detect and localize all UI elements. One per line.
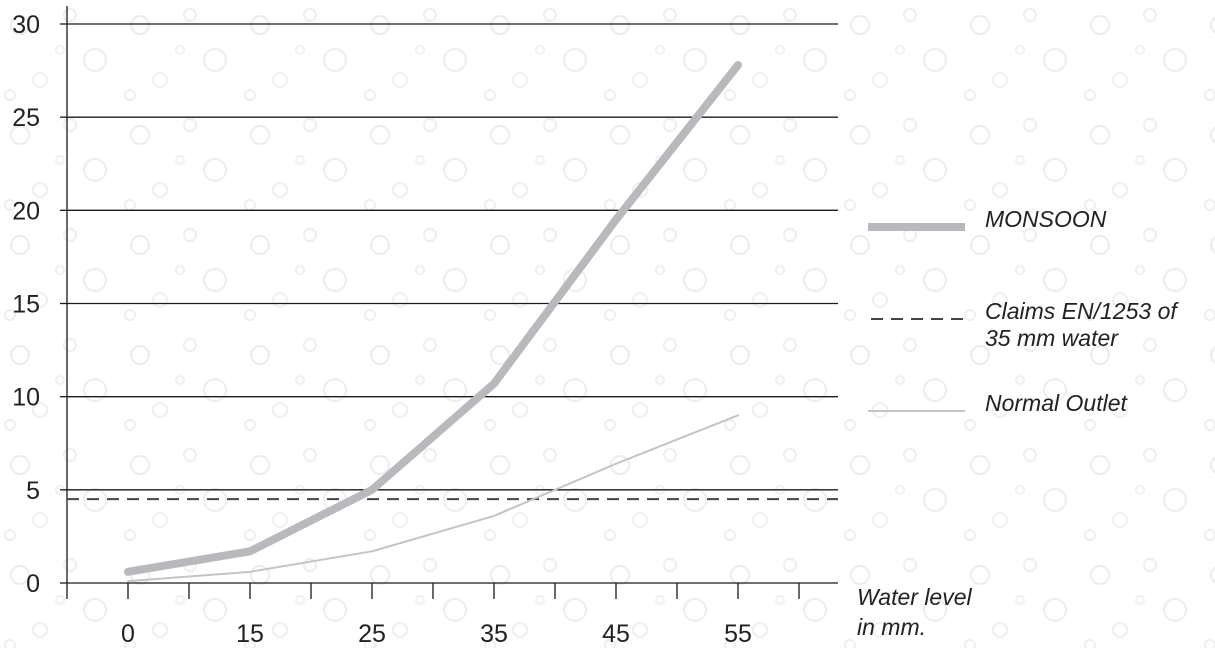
x-tick-label-55: 55: [724, 620, 752, 648]
y-tick-label-25: 25: [12, 104, 40, 132]
legend-label-reference-line2: 35 mm water: [985, 325, 1119, 351]
y-tick-label-15: 15: [12, 291, 40, 319]
tick-labels: 0 5 10 15 20 25 30 0 15 25 35 45 55: [12, 11, 752, 648]
y-tick-label-5: 5: [26, 477, 40, 505]
x-axis-label-line1: Water level: [857, 584, 973, 610]
x-tick-label-45: 45: [602, 620, 630, 648]
x-tick-label-35: 35: [480, 620, 508, 648]
x-tick-label-25: 25: [358, 620, 386, 648]
series-layer: [124, 60, 742, 583]
y-tick-label-20: 20: [12, 197, 40, 225]
x-axis-label-line2: in mm.: [857, 614, 926, 640]
gridlines: [67, 23, 838, 491]
y-tick-label-0: 0: [26, 570, 40, 598]
x-tick-label-15: 15: [236, 620, 264, 648]
legend-label-reference-line1: Claims EN/1253 of: [985, 298, 1179, 324]
series-line-monsoon: [124, 60, 742, 576]
legend-label-normal: Normal Outlet: [985, 390, 1128, 416]
series-line-normal-outlet: [127, 414, 739, 583]
x-axis-label: Water level in mm.: [857, 584, 973, 640]
y-tick-label-10: 10: [12, 384, 40, 412]
axes: [60, 6, 838, 599]
legend-label-monsoon: MONSOON: [985, 206, 1107, 232]
y-tick-label-30: 30: [12, 11, 40, 39]
x-tick-label-0: 0: [121, 620, 135, 648]
